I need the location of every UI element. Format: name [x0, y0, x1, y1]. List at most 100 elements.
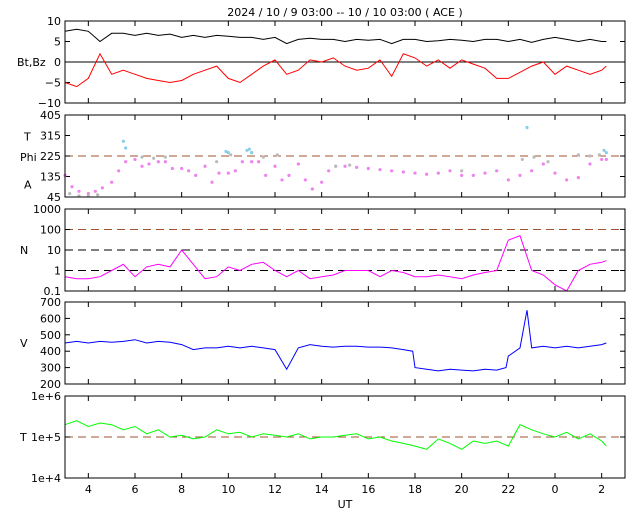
y-tick-label: 0.1: [44, 285, 62, 298]
data-point: [530, 169, 534, 173]
data-point: [96, 193, 100, 197]
panel-frame: [64, 395, 626, 479]
data-point: [541, 162, 545, 166]
y-tick-label: 405: [40, 109, 61, 122]
data-point: [156, 160, 160, 164]
y-tick-label: 200: [40, 378, 61, 391]
data-point: [366, 166, 370, 171]
data-point: [343, 164, 347, 168]
data-point: [100, 186, 104, 190]
y-tick-label: 500: [40, 329, 61, 342]
data-point: [180, 166, 184, 171]
y-tick-label: 0: [54, 56, 61, 69]
data-point: [70, 185, 74, 189]
data-point: [327, 169, 331, 173]
x-tick-label: 2: [598, 483, 605, 496]
data-point: [553, 171, 557, 175]
data-point: [600, 157, 604, 162]
data-point: [273, 164, 277, 168]
data-point: [310, 187, 314, 191]
data-point: [261, 155, 265, 159]
data-point: [226, 150, 230, 155]
panel-frame: [64, 208, 626, 292]
data-point: [124, 160, 128, 164]
data-point: [147, 162, 151, 166]
data-point: [124, 146, 128, 150]
data-point: [226, 171, 230, 175]
data-point: [495, 169, 499, 173]
data-point: [518, 173, 522, 177]
y-tick-label: 45: [47, 191, 61, 204]
data-point: [77, 189, 81, 193]
x-tick-label: 22: [501, 483, 515, 496]
data-point: [250, 150, 254, 155]
data-point: [602, 148, 606, 152]
y-tick-label: 5: [54, 36, 61, 49]
y-axis-label: T: [19, 431, 27, 444]
panel-temperature: 1e+6 1e+5 1e+4 T 4 6 8 10 12 14 16 18 20 22 0 2: [19, 390, 626, 496]
x-tick-label: 8: [178, 483, 185, 496]
data-point: [194, 173, 198, 177]
y-tick-label: 400: [40, 345, 61, 358]
data-point: [140, 155, 144, 159]
data-point: [110, 180, 114, 184]
series-line: [64, 235, 607, 292]
data-point: [140, 164, 144, 168]
panel-frame: [64, 20, 626, 104]
data-point: [334, 164, 338, 168]
data-point: [121, 139, 125, 143]
y-tick-label: 10: [47, 244, 61, 257]
data-point: [506, 178, 510, 182]
y-tick-label: 700: [40, 296, 61, 309]
data-point: [163, 160, 167, 164]
y-tick-label: 1e+4: [31, 472, 61, 485]
data-point: [68, 191, 72, 196]
panel-speed: 700 600 500 400 300 200 V: [20, 296, 626, 391]
data-point: [296, 162, 300, 166]
data-point: [401, 170, 405, 174]
data-point: [576, 176, 580, 180]
data-point: [320, 180, 324, 184]
data-point: [604, 157, 608, 162]
y-tick-label: 1: [54, 265, 61, 278]
y-tick-label: 1e+6: [31, 390, 61, 403]
series-line: [64, 52, 607, 88]
y-axis-label: V: [20, 337, 28, 350]
data-point: [448, 169, 452, 173]
y-tick-label: 600: [40, 312, 61, 325]
data-point: [597, 153, 601, 157]
data-point: [86, 191, 90, 196]
data-point: [264, 173, 268, 177]
y-tick-label: 1e+5: [31, 431, 61, 444]
data-point: [152, 156, 156, 160]
data-point: [275, 153, 279, 157]
data-point: [390, 169, 394, 173]
y-tick-label: 135: [40, 171, 61, 184]
data-point: [133, 157, 137, 162]
data-point: [280, 178, 284, 182]
series-line: [64, 420, 607, 450]
data-point: [471, 173, 475, 177]
data-point: [187, 169, 191, 173]
y-tick-label: 1000: [33, 203, 61, 216]
data-point: [355, 165, 359, 169]
y-axis-label: N: [20, 244, 28, 257]
data-point: [215, 160, 219, 164]
y-tick-label: −5: [45, 77, 61, 90]
data-point: [588, 154, 592, 158]
data-point: [525, 125, 529, 130]
x-tick-label: 10: [221, 483, 235, 496]
panel-magnetic-field: 10 5 0 −5 −10 Bt,Bz: [17, 15, 626, 110]
data-point: [170, 166, 174, 171]
x-tick-label: 4: [85, 483, 92, 496]
data-point: [588, 162, 592, 166]
data-point: [163, 155, 167, 159]
x-tick-label: 14: [315, 483, 329, 496]
data-point: [348, 163, 352, 167]
data-point: [303, 178, 307, 182]
y-axis-label: Phi: [20, 151, 37, 164]
panel-frame: [64, 301, 626, 385]
y-tick-label: 10: [47, 15, 61, 28]
data-point: [229, 153, 233, 157]
